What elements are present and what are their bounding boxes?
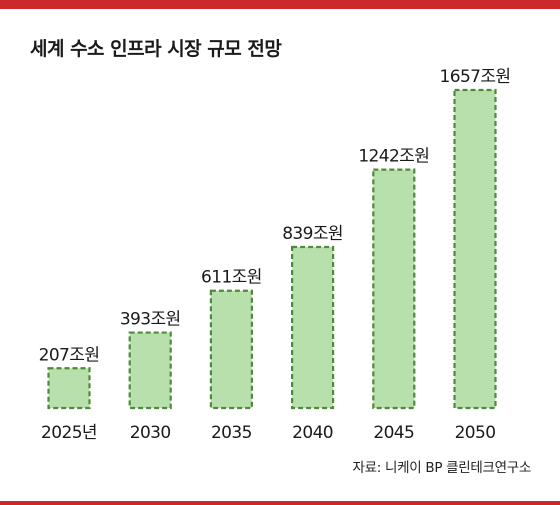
- value-label-3: 839조원: [282, 224, 343, 244]
- bar-0: [47, 367, 91, 410]
- value-label-0: 207조원: [39, 345, 100, 365]
- category-label-5: 2050: [455, 423, 496, 443]
- value-labels-group: 207조원 393조원 611조원 839조원 1242조원 1657조원: [39, 67, 511, 365]
- bar-4: [372, 168, 416, 410]
- value-label-4: 1242조원: [358, 147, 429, 167]
- bars-group: [47, 88, 497, 410]
- category-label-4: 2045: [373, 423, 414, 443]
- bar-2: [209, 289, 253, 410]
- value-label-5: 1657조원: [440, 67, 511, 87]
- category-label-0: 2025년: [41, 423, 97, 443]
- bar-1: [128, 331, 172, 410]
- bar-3: [291, 245, 335, 410]
- category-label-1: 2030: [130, 423, 171, 443]
- value-label-1: 393조원: [120, 310, 181, 330]
- footer-accent-bar: [0, 501, 560, 505]
- bar-5: [453, 88, 497, 410]
- category-labels-group: 2025년 2030 2035 2040 2045 2050: [41, 423, 496, 443]
- header-accent-bar: [0, 0, 560, 9]
- category-label-3: 2040: [292, 423, 333, 443]
- value-label-2: 611조원: [201, 268, 262, 288]
- chart-title: 세계 수소 인프라 시장 규모 전망: [30, 38, 282, 60]
- category-label-2: 2035: [211, 423, 252, 443]
- source-note: 자료: 니케이 BP 클린테크연구소: [352, 460, 532, 476]
